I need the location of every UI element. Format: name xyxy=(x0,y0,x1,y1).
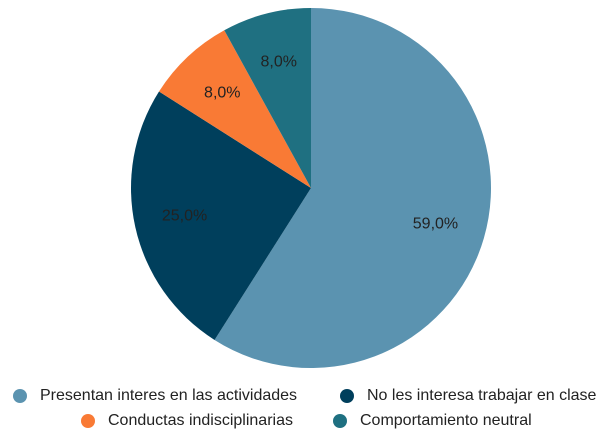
data-label: 8,0% xyxy=(261,54,297,71)
legend-marker xyxy=(333,414,347,428)
pie-slice xyxy=(131,91,311,340)
data-label: 8,0% xyxy=(204,85,240,102)
legend-label: Presentan interes en las actividades xyxy=(40,387,297,404)
legend-marker xyxy=(13,389,27,403)
legend-marker xyxy=(81,414,95,428)
pie-slice xyxy=(159,30,311,188)
data-label: 59,0% xyxy=(413,215,458,232)
pie-slice xyxy=(224,8,311,188)
legend-label: Comportamiento neutral xyxy=(360,412,532,429)
legend-label: Conductas indisciplinarias xyxy=(108,412,293,429)
data-label: 25,0% xyxy=(162,207,207,224)
legend-label: No les interesa trabajar en clase xyxy=(367,387,597,404)
legend-marker xyxy=(340,389,354,403)
pie-slice xyxy=(214,8,491,368)
